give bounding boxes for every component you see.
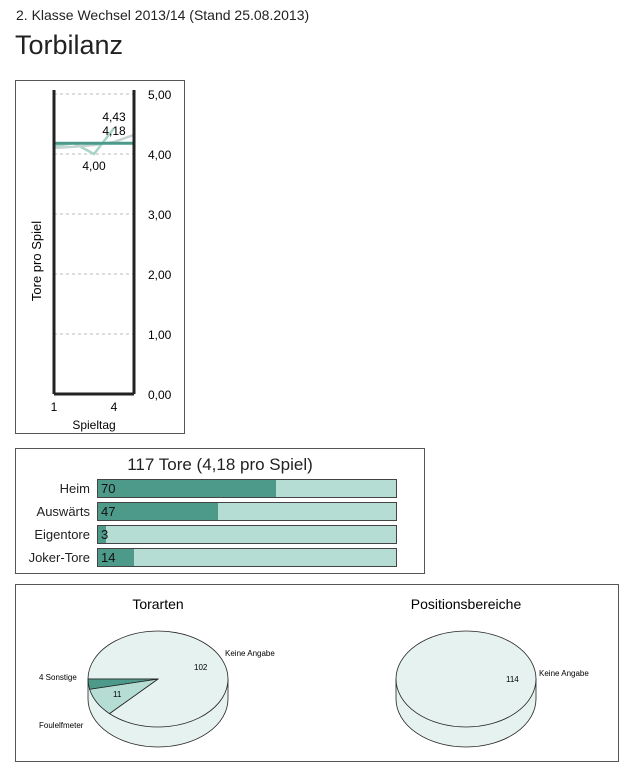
pie-panel: Torarten Positionsbereiche Keine Angabe … <box>15 584 619 762</box>
y-tick-label: 0,00 <box>148 388 172 402</box>
y-axis-label: Tore pro Spiel <box>29 221 44 301</box>
y-tick-label: 5,00 <box>148 88 172 102</box>
bar-row: Heim 70 <box>16 479 424 498</box>
line-chart-panel: Tore pro Spiel Spieltag 0,00 1,00 2,00 3,00… <box>15 80 185 434</box>
bar-row: Joker-Tore 14 <box>16 548 424 567</box>
data-label: 4,00 <box>82 159 106 173</box>
pie-label-sonstige: 4 Sonstige <box>39 673 77 682</box>
pie-title-torarten: Torarten <box>132 596 183 612</box>
bar-track: 3 <box>97 525 397 544</box>
pie2-value-keine-angabe: 114 <box>506 675 519 684</box>
bar-value: 70 <box>101 481 116 496</box>
bar-chart-panel: 117 Tore (4,18 pro Spiel) Heim 70 Auswärt… <box>15 448 425 574</box>
y-tick-label: 4,00 <box>148 148 172 162</box>
pie-slice <box>87 678 159 690</box>
x-tick-label: 4 <box>111 400 118 414</box>
bar-row: Eigentore 3 <box>16 525 424 544</box>
bar-track: 14 <box>97 548 397 567</box>
data-label: 4,43 <box>102 110 126 124</box>
bar <box>98 480 277 497</box>
bar-label: Heim <box>59 481 90 496</box>
bar-label: Joker-Tore <box>28 550 90 565</box>
x-tick-label: 1 <box>51 400 58 414</box>
pie-value-keine-angabe: 102 <box>194 663 208 672</box>
bar-value: 14 <box>101 550 116 565</box>
pie-label-keine-angabe: Keine Angabe <box>225 649 275 658</box>
bar-chart-title: 117 Tore (4,18 pro Spiel) <box>127 455 313 474</box>
pie2-label-keine-angabe: Keine Angabe <box>539 669 589 678</box>
pie-title-positionsbereiche: Positionsbereiche <box>411 596 522 612</box>
y-tick-label: 2,00 <box>148 268 172 282</box>
page-title: Torbilanz <box>15 30 124 60</box>
bar-value: 47 <box>101 504 116 519</box>
pie-charts: Torarten Positionsbereiche Keine Angabe … <box>39 596 589 748</box>
pie-value-foulelfmeter: 11 <box>113 690 122 699</box>
line-chart: Tore pro Spiel Spieltag 0,00 1,00 2,00 3,00… <box>29 88 172 432</box>
bar-value: 3 <box>101 527 109 542</box>
bar <box>98 526 106 543</box>
bar-track: 47 <box>97 502 397 521</box>
page-subtitle: 2. Klasse Wechsel 2013/14 (Stand 25.08.2… <box>16 7 310 23</box>
data-label: 4,18 <box>102 124 126 138</box>
pie-slice <box>395 630 537 728</box>
pie-label-foulelfmeter: Foulelfmeter <box>39 721 84 730</box>
bar-row: Auswärts 47 <box>16 502 424 521</box>
bar <box>98 549 134 566</box>
y-tick-label: 3,00 <box>148 208 172 222</box>
series-line <box>53 133 135 150</box>
bar-label: Auswärts <box>36 504 90 519</box>
x-axis-label: Spieltag <box>72 418 115 432</box>
bar <box>98 503 218 520</box>
bar-track: 70 <box>97 479 397 498</box>
bar-label: Eigentore <box>34 527 90 542</box>
y-tick-label: 1,00 <box>148 328 172 342</box>
